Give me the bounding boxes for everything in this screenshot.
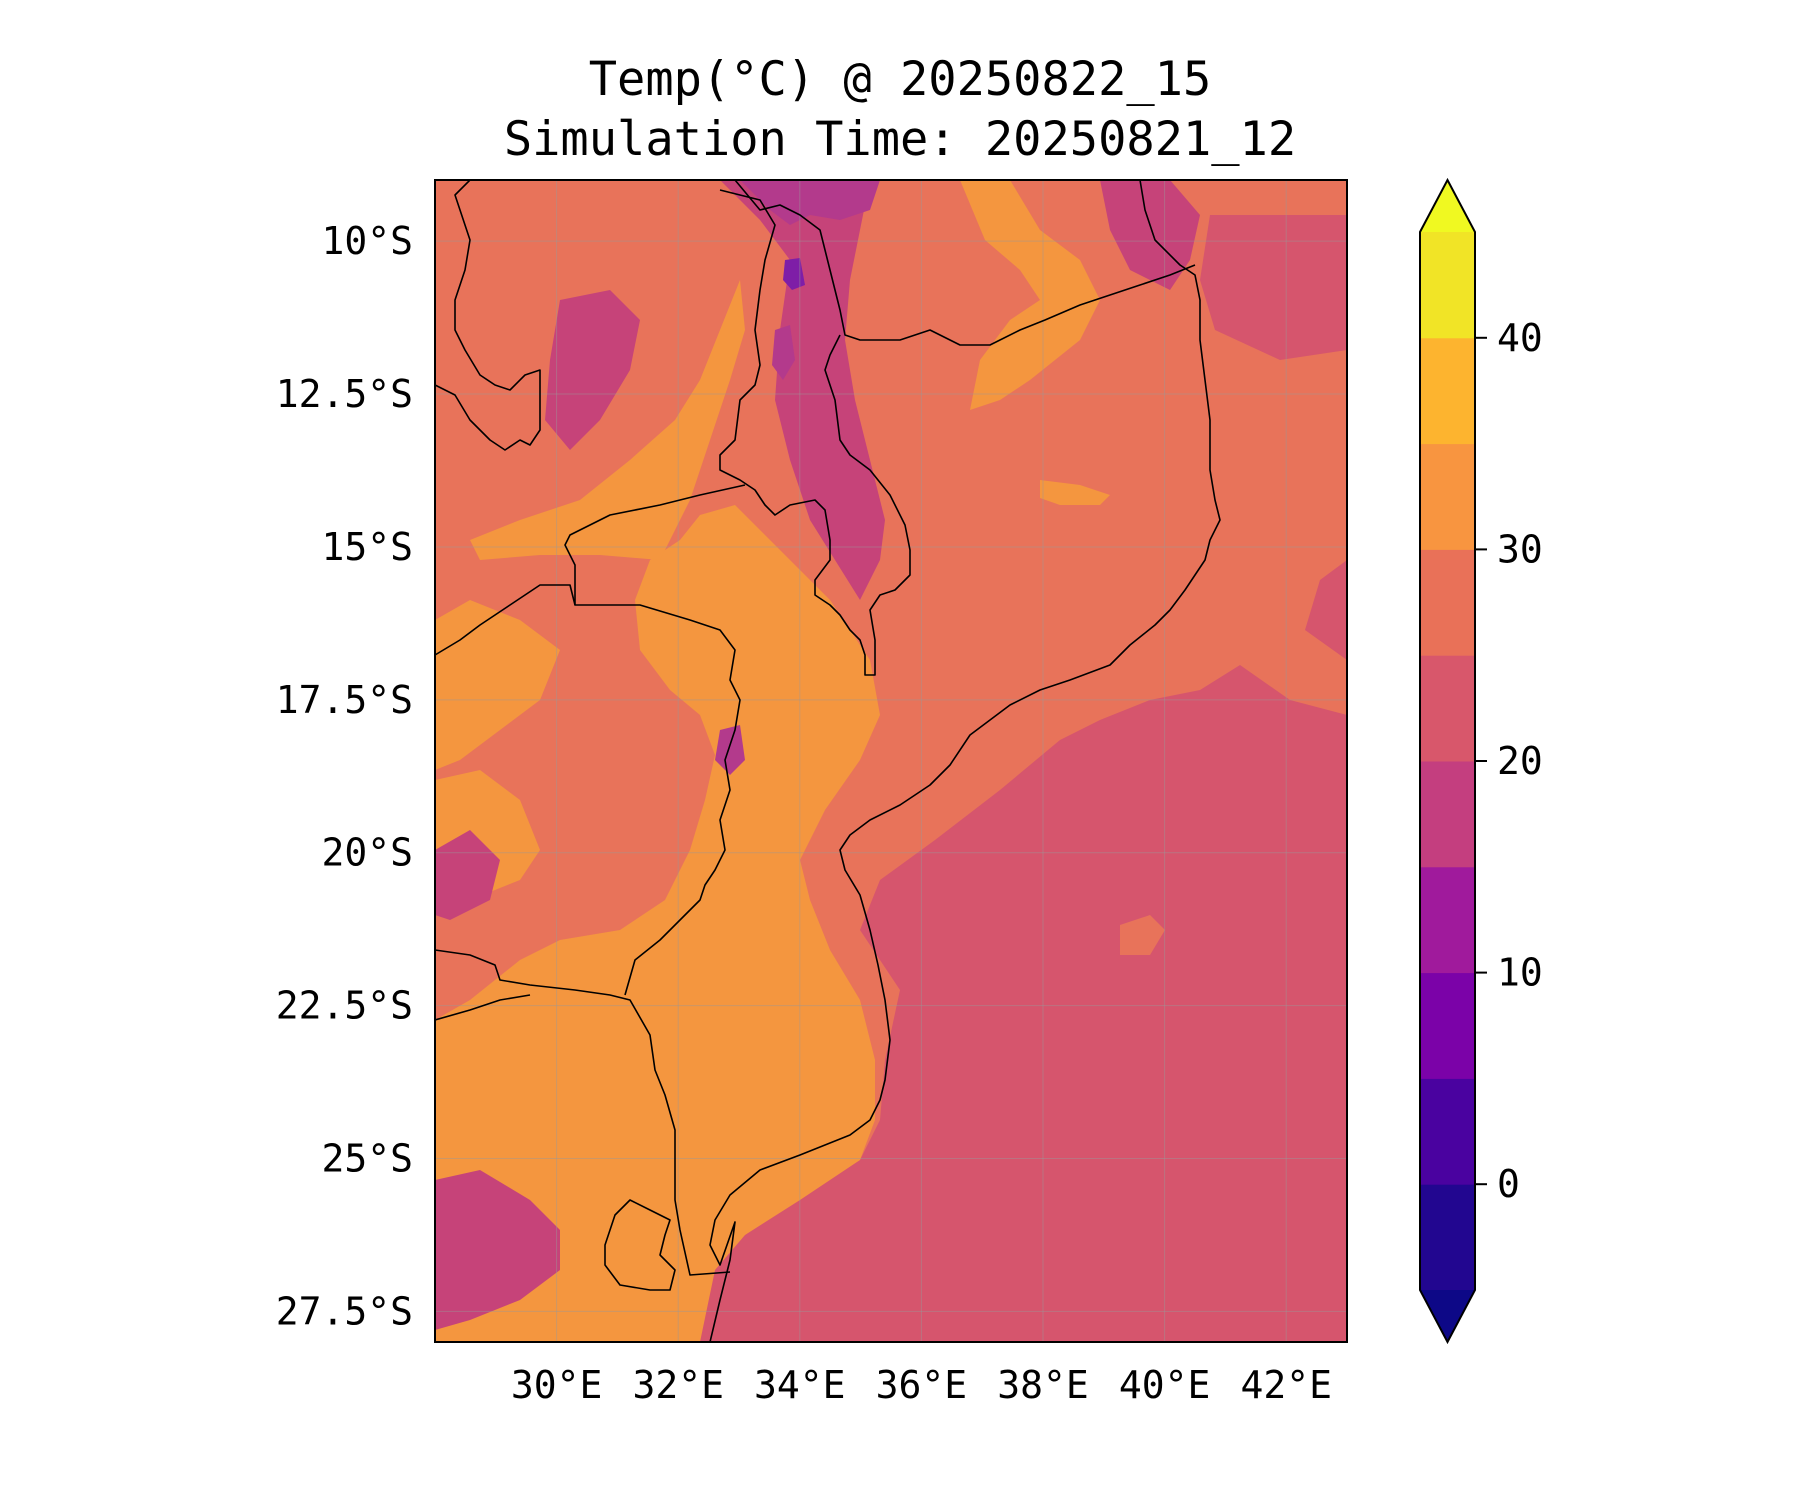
longitude-tick-labels: 30°E 32°E 34°E 36°E 38°E 40°E 42°E bbox=[511, 1363, 1332, 1407]
highland-cool-north bbox=[720, 180, 885, 600]
lon-tick-label: 32°E bbox=[632, 1363, 724, 1407]
lat-tick-label: 15°S bbox=[321, 525, 413, 569]
border-zambia-west bbox=[435, 180, 541, 451]
lake-cold-spot-2 bbox=[772, 325, 795, 380]
colorbar-segment bbox=[1420, 232, 1475, 339]
lon-tick-label: 42°E bbox=[1240, 1363, 1332, 1407]
colorbar-extend-min bbox=[1420, 1290, 1475, 1342]
ocean-warm-patch bbox=[1120, 915, 1165, 955]
colorbar-tick-label: 40 bbox=[1497, 316, 1543, 360]
colorbar-outline bbox=[1419, 177, 1476, 1345]
colorbar-tick-label: 30 bbox=[1497, 527, 1543, 571]
lon-tick-label: 34°E bbox=[754, 1363, 846, 1407]
lat-tick-label: 27.5°S bbox=[276, 1289, 413, 1333]
map-frame bbox=[434, 179, 1348, 1343]
highland-cool-zambia bbox=[545, 290, 640, 450]
highland-cool-tanzania-east bbox=[1100, 180, 1200, 290]
colorbar-tick-label: 10 bbox=[1497, 951, 1543, 995]
land-hot-nampula-patch bbox=[1040, 480, 1110, 505]
lake-cold-north bbox=[740, 180, 880, 225]
border-malawi bbox=[734, 180, 1196, 346]
colorbar bbox=[1419, 177, 1476, 1345]
colorbar-segment bbox=[1420, 1184, 1475, 1291]
colorbar-tick-label: 20 bbox=[1497, 739, 1543, 783]
border-zambia-lower bbox=[435, 584, 576, 656]
lat-tick-label: 10°S bbox=[321, 219, 413, 263]
colorbar-extend-max bbox=[1420, 180, 1475, 232]
lake-cold-spot-1 bbox=[783, 258, 805, 290]
coastlines-and-borders bbox=[435, 180, 1221, 1342]
lon-tick-label: 36°E bbox=[876, 1363, 968, 1407]
lat-tick-label: 17.5°S bbox=[276, 678, 413, 722]
map-gridlines bbox=[435, 180, 1347, 1342]
colorbar-segment bbox=[1420, 866, 1475, 974]
chart-title-line-2: Simulation Time: 20250821_12 bbox=[503, 112, 1297, 167]
colorbar-segment bbox=[1420, 761, 1475, 868]
land-hot-tanzania-band bbox=[960, 180, 1100, 410]
highland-cool-south bbox=[435, 1170, 560, 1330]
border-eswatini bbox=[604, 1199, 676, 1291]
lat-tick-label: 22.5°S bbox=[276, 984, 413, 1028]
lat-tick-label: 25°S bbox=[321, 1137, 413, 1181]
colorbar-segment bbox=[1420, 337, 1475, 445]
coastline bbox=[709, 180, 1221, 1342]
latitude-tick-labels: 10°S 12.5°S 15°S 17.5°S 20°S 22.5°S 25°S 27.5°S bbox=[276, 219, 413, 1333]
lon-tick-label: 30°E bbox=[511, 1363, 603, 1407]
colorbar-segment bbox=[1420, 443, 1475, 550]
highland-cool-west bbox=[435, 830, 500, 920]
lat-tick-label: 20°S bbox=[321, 831, 413, 875]
lat-tick-label: 12.5°S bbox=[276, 372, 413, 416]
colorbar-segment bbox=[1420, 655, 1475, 762]
colorbar-segment bbox=[1420, 1078, 1475, 1185]
land-hot-field bbox=[435, 505, 880, 1342]
colorbar-tick-labels: 0 10 20 30 40 bbox=[1475, 316, 1543, 1206]
border-botswana bbox=[435, 994, 531, 1021]
colorbar-segment bbox=[1420, 549, 1475, 656]
lake-cold-spot-3 bbox=[715, 725, 745, 775]
border-zimbabwe-south bbox=[435, 949, 731, 1276]
land-hot-north-band bbox=[470, 280, 745, 560]
lon-tick-label: 40°E bbox=[1119, 1363, 1211, 1407]
colorbar-segment bbox=[1420, 972, 1475, 1079]
colorbar-tick-label: 0 bbox=[1497, 1162, 1520, 1206]
map-plot-area bbox=[435, 180, 1347, 1342]
lon-tick-label: 38°E bbox=[997, 1363, 1089, 1407]
border-lake-malawi bbox=[719, 189, 911, 676]
land-hot-west-block bbox=[435, 600, 560, 770]
border-zambia-mozambique bbox=[564, 484, 746, 996]
chart-title-line-1: Temp(°C) @ 20250822_15 bbox=[588, 52, 1212, 107]
